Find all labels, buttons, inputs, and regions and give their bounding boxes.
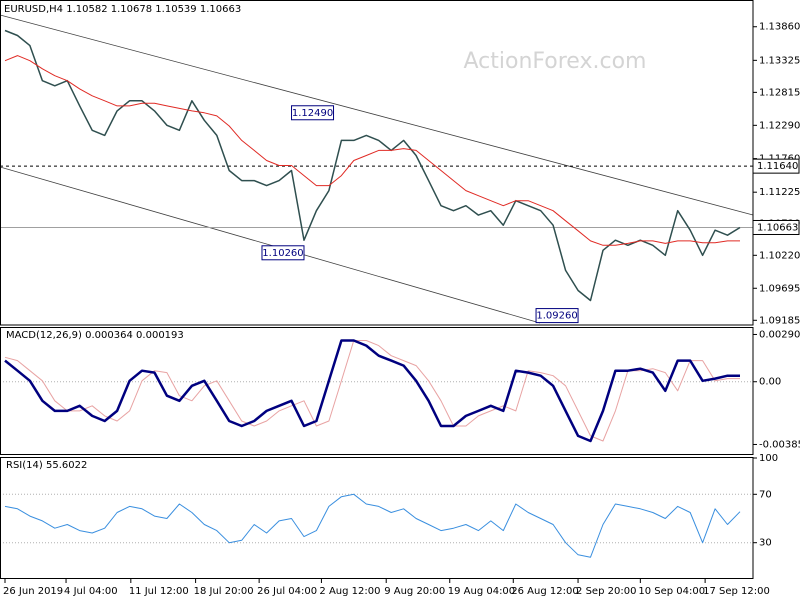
y-tick-label: 0.002903 [759,329,800,340]
y-tick-label: 1.13325 [759,55,800,66]
annotation-label: 1.12490 [292,108,333,119]
series-line [4,29,741,302]
x-tick-label: 19 Aug 04:00 [448,586,515,597]
price-header: EURUSD,H4 1.10582 1.10678 1.10539 1.1066… [4,4,241,15]
open: 1.10582 [66,4,107,15]
annotation-label: 1.10260 [262,248,303,259]
y-tick-label: 1.11225 [759,187,800,198]
macd-panel-frame [0,327,754,455]
macd-title: MACD(12,26,9) [6,330,82,341]
price-label-box [752,219,800,235]
y-tick-label: 70 [759,489,772,500]
macd-header: MACD(12,26,9) 0.000364 0.000193 [6,330,184,341]
close: 1.10663 [200,4,241,15]
y-tick-label: 0.00 [759,377,781,388]
y-tick-label: 100 [759,453,778,464]
price-label: 1.10663 [757,222,798,233]
annotation-box [261,245,305,261]
series-line [4,55,740,246]
x-tick-label: 26 Aug 12:00 [511,586,578,597]
symbol: EURUSD,H4 [4,4,63,15]
rsi-last: 55.6022 [46,460,87,471]
y-tick-label: 1.09695 [759,283,800,294]
x-tick-label: 10 Sep 04:00 [638,586,705,597]
x-tick-label: 9 Aug 20:00 [384,586,445,597]
y-tick-label: 1.12290 [759,120,800,131]
rsi-panel-frame [0,457,754,579]
price-label-box [752,158,800,174]
channel-lower [0,166,541,324]
series-line [4,493,741,558]
high: 1.10678 [111,4,152,15]
y-tick-label: 1.13860 [759,22,800,33]
watermark: ActionForex.com [464,49,647,74]
y-tick-label: 1.09185 [759,315,800,326]
x-tick-label: 17 Sep 12:00 [703,586,770,597]
channel-upper [0,14,754,216]
rsi-title: RSI(14) [6,460,43,471]
signal-last: 0.000193 [136,330,184,341]
x-tick-label: 2 Aug 12:00 [319,586,380,597]
y-tick-label: 1.12815 [759,87,800,98]
series-line [4,340,740,442]
x-tick-label: 18 Jul 20:00 [194,586,254,597]
low: 1.10539 [155,4,196,15]
annotation-box [291,105,335,121]
y-tick-label: 30 [759,538,772,549]
x-tick-label: 26 Jun 2019 [3,586,63,597]
y-tick-label: 1.10220 [759,250,800,261]
y-tick-label: -0.003853 [759,439,800,450]
x-tick-label: 2 Sep 20:00 [576,586,636,597]
price-label: 1.11640 [757,161,798,172]
plot-layer: 1.12490 1.10260 1.09260 [0,29,753,558]
rsi-header: RSI(14) 55.6022 [6,460,87,471]
x-tick-label: 26 Jul 04:00 [257,586,317,597]
annotation-box [535,308,579,324]
series-line [4,339,741,443]
x-tick-label: 4 Jul 04:00 [64,586,118,597]
macd-last: 0.000364 [85,330,133,341]
annotation-label: 1.09260 [536,311,577,322]
x-tick-label: 11 Jul 12:00 [129,586,189,597]
